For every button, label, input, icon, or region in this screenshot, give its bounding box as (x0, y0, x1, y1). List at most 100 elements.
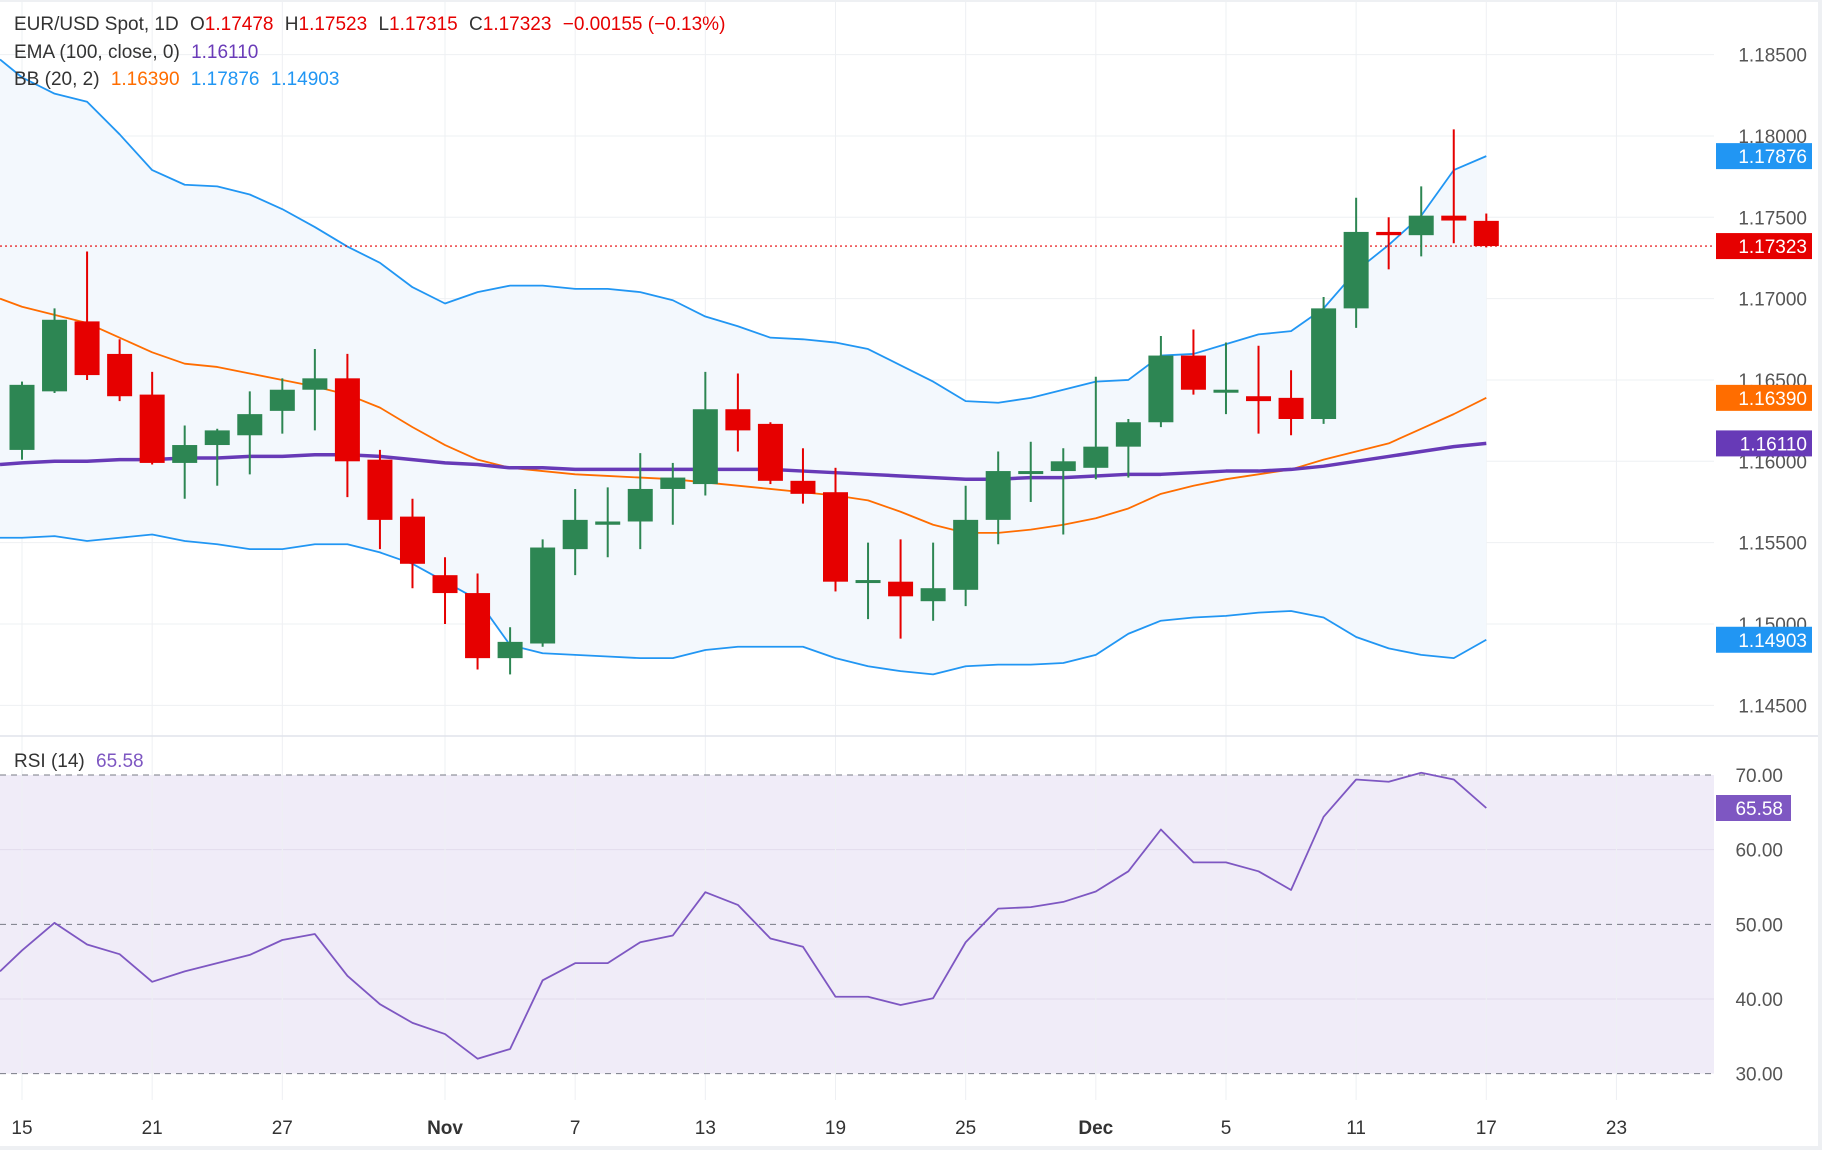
candle-body (1018, 471, 1044, 475)
bb-lower-badge: 1.14903 (1716, 626, 1812, 653)
price-axis-label: 1.16000 (1738, 452, 1807, 473)
candle (888, 539, 914, 639)
candle (562, 488, 588, 576)
candle (1148, 336, 1174, 428)
candle-body (823, 492, 848, 582)
candle-body (1083, 446, 1109, 468)
candle (42, 308, 68, 393)
candle (1376, 217, 1402, 270)
candle (139, 371, 165, 465)
bb-legend[interactable]: BB (20, 2) 1.16390 1.17876 1.14903 (14, 69, 345, 91)
time-axis-label: 23 (1606, 1118, 1627, 1139)
rsi-axis-label: 30.00 (1735, 1065, 1783, 1086)
time-axis-label: 7 (570, 1118, 581, 1139)
candle (1278, 370, 1304, 436)
time-axis-label: 27 (272, 1118, 293, 1139)
bb-lower-badge-bg (1716, 626, 1812, 653)
rsi-axis-label: 70.00 (1735, 766, 1783, 787)
bb-upper-value: 1.17876 (190, 69, 260, 90)
time-axis-label: 5 (1221, 1118, 1232, 1139)
rsi-band-fill (0, 775, 1714, 1074)
candle-body (595, 521, 621, 525)
candle (953, 485, 979, 607)
open-label: O (190, 14, 205, 35)
bottom-border (0, 1146, 1822, 1150)
bb-fill (0, 59, 1487, 675)
time-axis-label: 13 (695, 1118, 716, 1139)
high-label: H (284, 14, 299, 35)
candle (1018, 441, 1044, 502)
time-axis-label: 17 (1476, 1118, 1497, 1139)
candle (985, 451, 1011, 545)
candle (855, 542, 881, 620)
candle (1441, 129, 1467, 244)
time-axis-label: 21 (142, 1118, 163, 1139)
candle (823, 467, 848, 592)
last-price-badge-text: 1.17323 (1738, 237, 1807, 258)
symbol-title: EUR/USD Spot, 1D (14, 14, 179, 35)
candle (1083, 376, 1109, 480)
candle (204, 428, 230, 486)
candle-body (530, 547, 556, 644)
time-axis-label: Dec (1078, 1118, 1113, 1139)
candle (1246, 345, 1272, 434)
candle-body (757, 423, 783, 481)
ema-line (0, 441, 1487, 481)
candle (74, 251, 100, 380)
candle-body (725, 409, 751, 431)
low-label: L (378, 14, 390, 35)
candle-body (1148, 355, 1174, 423)
close-value: 1.17323 (482, 14, 552, 35)
bb-lower-line (0, 533, 1487, 676)
rsi-legend-label: RSI (14) (14, 751, 85, 772)
candle (1115, 419, 1141, 478)
bb-basis-line (0, 297, 1487, 534)
price-axis-label: 1.17500 (1738, 208, 1807, 229)
rsi-axis-label: 40.00 (1735, 990, 1783, 1011)
candle (1050, 448, 1076, 535)
close-label: C (469, 14, 483, 35)
candle-body (237, 414, 263, 436)
candle (757, 422, 783, 485)
candle-body (1050, 461, 1076, 472)
candle-body (269, 389, 295, 411)
candle (237, 391, 263, 475)
ema-legend[interactable]: EMA (100, close, 0) 1.16110 (14, 42, 264, 64)
candle (172, 425, 198, 499)
last-price-badge-bg (1716, 233, 1812, 260)
candle (465, 573, 491, 670)
candle (1343, 197, 1369, 328)
candle-body (9, 384, 35, 450)
candle (432, 557, 458, 624)
candle-body (465, 593, 491, 659)
bb-legend-label: BB (20, 2) (14, 69, 100, 90)
candle-body (1441, 215, 1467, 221)
candle-body (790, 480, 816, 494)
ema-badge-text: 1.16110 (1740, 434, 1807, 455)
candle (1408, 186, 1434, 257)
price-axis-label: 1.18500 (1738, 46, 1807, 67)
ema-legend-value: 1.16110 (191, 42, 259, 63)
rsi-badge-text: 65.58 (1735, 799, 1783, 820)
candle (627, 453, 653, 550)
candle-body (1180, 355, 1206, 390)
candle (497, 627, 523, 675)
candle-body (953, 519, 979, 590)
candle-body (497, 641, 523, 659)
rsi-legend[interactable]: RSI (14) 65.58 (14, 751, 150, 773)
last-price-badge: 1.17323 (1716, 233, 1812, 260)
high-value: 1.17523 (298, 14, 368, 35)
rsi-axis-label: 60.00 (1735, 841, 1783, 862)
bb-basis-badge-bg (1716, 384, 1812, 411)
bb-upper-line (0, 58, 1487, 404)
time-axis-label: 25 (955, 1118, 976, 1139)
right-border (1818, 0, 1822, 1150)
candle (920, 542, 946, 621)
candle (302, 349, 328, 431)
candle-body (432, 575, 458, 594)
candle-body (172, 445, 198, 463)
candle (1311, 296, 1337, 424)
candle (269, 378, 295, 434)
candle-body (1278, 397, 1304, 420)
